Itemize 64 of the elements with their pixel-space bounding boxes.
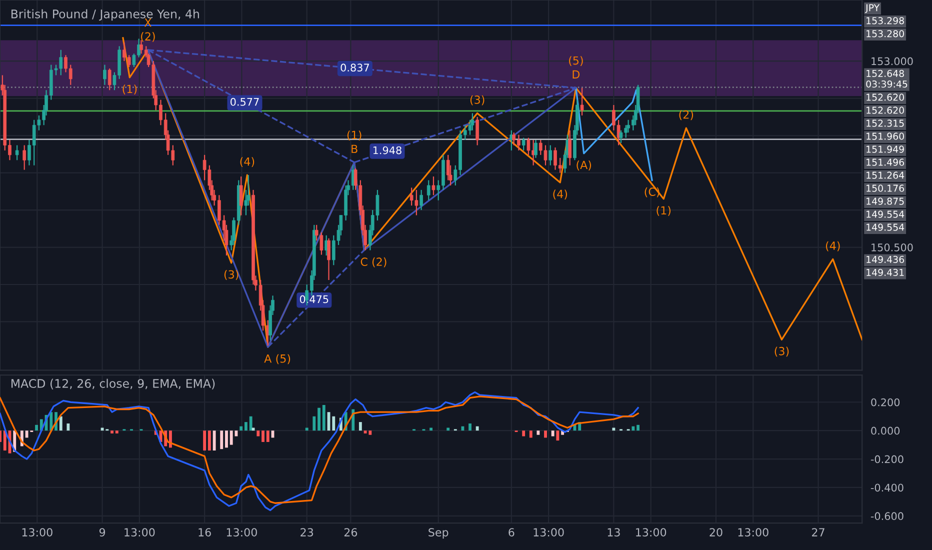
annotation: (1) xyxy=(656,206,671,216)
annotation: (3) xyxy=(470,95,484,106)
x-tick-label: 13:00 xyxy=(22,528,52,537)
x-tick-label: 26 xyxy=(344,528,358,537)
text: 149.436 xyxy=(866,256,904,264)
y-tick-label: 150.500 xyxy=(872,243,913,252)
annotation: (3) xyxy=(224,270,238,280)
text: 149.875 xyxy=(866,198,904,205)
x-tick-label: 6 xyxy=(508,528,514,537)
annotation: (5) xyxy=(276,354,290,364)
text: 152.315 xyxy=(866,120,904,127)
annotation: A xyxy=(264,354,272,363)
annotation: (4) xyxy=(240,157,254,168)
x-tick-label: 13:00 xyxy=(124,528,155,537)
chart-title: MACD (12, 26, close, 9, EMA, EMA) xyxy=(12,378,215,390)
x-tick-label: Sep xyxy=(428,528,448,539)
x-tick-label: 23 xyxy=(300,528,314,537)
annotation: D xyxy=(572,70,580,78)
text: 151.496 xyxy=(866,158,904,166)
annotation: 0.577 xyxy=(230,98,259,106)
text: 153.280 xyxy=(866,30,904,38)
annotation: 0.837 xyxy=(340,64,369,72)
x-tick-label: 27 xyxy=(812,528,824,536)
annotation: (1) xyxy=(347,130,362,140)
y-tick-label: 0.200 xyxy=(871,398,900,406)
text: British Pound / Japanese Yen, 4h xyxy=(12,9,199,21)
x-tick-label: 16 xyxy=(198,528,211,537)
text: 151.949 xyxy=(866,146,904,153)
annotation: (4) xyxy=(826,241,840,252)
annotation: B xyxy=(352,144,358,153)
text: 151.264 xyxy=(866,172,904,179)
annotation: (A) xyxy=(576,160,592,170)
y-tick-label: -0.600 xyxy=(870,512,904,520)
y-tick-label: 0.000 xyxy=(871,426,900,435)
annotation: 0.475 xyxy=(300,295,328,304)
annotation: (2) xyxy=(679,110,694,120)
annotation: (5) xyxy=(569,56,583,66)
annotation: 1.948 xyxy=(373,146,402,154)
x-tick-label: 13:00 xyxy=(636,528,666,537)
text: 152.620 xyxy=(866,106,904,114)
y-tick-label: 153.000 xyxy=(872,57,913,66)
annotation: (4) xyxy=(553,190,568,200)
annotation: C xyxy=(360,258,368,266)
x-tick-label: 13 xyxy=(608,528,620,537)
text: 151.960 xyxy=(866,132,904,140)
annotation: (2) xyxy=(141,32,155,42)
annotation: (1) xyxy=(122,84,137,94)
text: 149.554 xyxy=(866,224,904,231)
x-tick-label: 20 xyxy=(710,528,722,537)
text: 149.431 xyxy=(866,268,904,276)
x-tick-label: 13:00 xyxy=(738,528,768,537)
annotation: (3) xyxy=(774,346,789,357)
text: 150.176 xyxy=(866,184,904,192)
text: 152.620 xyxy=(866,94,904,101)
x-tick-label: 13:00 xyxy=(534,528,564,537)
text: 149.554 xyxy=(866,210,904,218)
y-tick-label: -0.200 xyxy=(870,455,904,464)
y-tick-label: -0.400 xyxy=(870,484,904,492)
annotation: (2) xyxy=(372,257,386,268)
text: 153.298 xyxy=(866,17,904,24)
x-tick-label: 13:00 xyxy=(226,528,257,537)
text: JPY xyxy=(865,4,880,13)
x-tick-label: 9 xyxy=(99,528,106,537)
text: 152.648 03:39:45 xyxy=(866,70,908,88)
